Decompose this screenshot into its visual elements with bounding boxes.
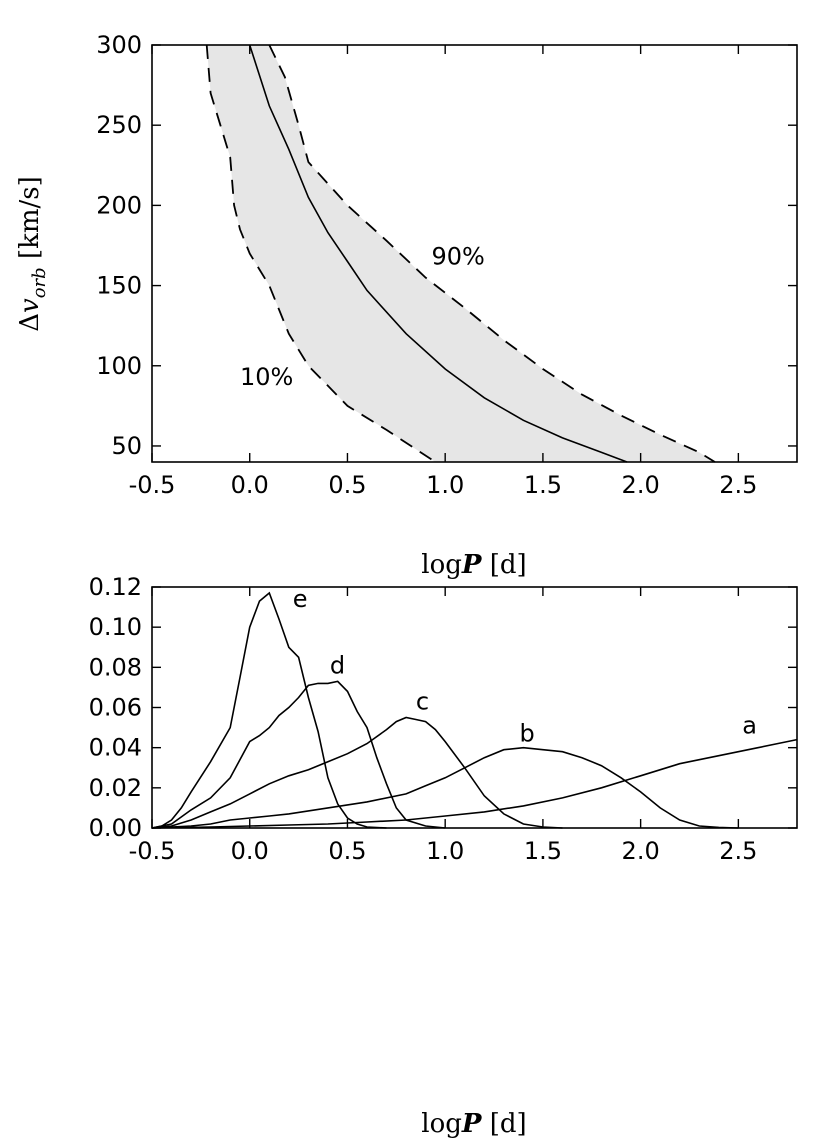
- bottom-x-tick-label: 2.5: [719, 837, 757, 865]
- bottom-y-tick-label: 0.10: [89, 613, 142, 641]
- curve-90-percent: [268, 44, 716, 463]
- bottom-x-tick-label: 0.0: [231, 837, 269, 865]
- bottom-x-axis-label: logP [d]: [421, 1109, 526, 1139]
- curve-10-percent: [205, 44, 436, 463]
- top-y-tick-label: 300: [96, 31, 142, 59]
- curve-label-e: e: [293, 585, 308, 613]
- top-y-axis-label: Δvorb [km/s]: [15, 176, 50, 332]
- bottom-y-tick-label: 0.06: [89, 694, 142, 722]
- bottom-x-tick-label: -0.5: [129, 837, 176, 865]
- percentile-band: [206, 45, 715, 462]
- top-x-tick-label: 0.5: [328, 471, 366, 499]
- top-y-tick-label: 50: [111, 432, 142, 460]
- top-x-axis-label: logP [d]: [421, 550, 526, 580]
- bottom-panel: -0.5 0.0 0.5 1.0 1.5 2.0 2.5 0.00 0.02 0.04 0.06 0.…: [89, 573, 798, 1139]
- top-y-tick-label: 100: [96, 352, 142, 380]
- bottom-y-tick-label: 0.02: [89, 774, 142, 802]
- top-y-tick-label: 250: [96, 111, 142, 139]
- curve-label-c: c: [416, 688, 429, 716]
- bottom-axes-frame: [151, 586, 798, 829]
- curve-b: [151, 746, 739, 829]
- curve-label-a: a: [742, 712, 757, 740]
- bottom-x-tick-label: 2.0: [622, 837, 660, 865]
- top-x-tick-label: -0.5: [129, 471, 176, 499]
- curve-e: [151, 591, 387, 829]
- top-y-tick-label: 150: [96, 272, 142, 300]
- bottom-y-tick-label: 0.12: [89, 573, 142, 601]
- top-x-tick-label: 0.0: [231, 471, 269, 499]
- bottom-x-tick-label: 1.0: [426, 837, 464, 865]
- top-x-tick-label: 2.0: [622, 471, 660, 499]
- curve-median: [248, 44, 628, 463]
- curve-a: [151, 738, 798, 829]
- top-x-tick-label: 1.5: [524, 471, 562, 499]
- top-x-tick-label: 2.5: [719, 471, 757, 499]
- curve-label-d: d: [330, 651, 345, 679]
- top-axes-frame: [151, 44, 798, 463]
- bottom-y-tick-label: 0.08: [89, 653, 142, 681]
- bottom-y-tick-label: 0.04: [89, 734, 142, 762]
- annotation-90-percent: 90%: [432, 243, 485, 271]
- bottom-y-tick-label: 0.00: [89, 814, 142, 842]
- curve-label-b: b: [519, 720, 534, 748]
- bottom-x-tick-label: 0.5: [328, 837, 366, 865]
- top-x-tick-label: 1.0: [426, 471, 464, 499]
- top-y-tick-label: 200: [96, 191, 142, 219]
- annotation-10-percent: 10%: [240, 363, 293, 391]
- top-panel: -0.5 0.0 0.5 1.0 1.5 2.0 2.550100150200250300 …: [15, 31, 798, 580]
- curve-c: [151, 716, 563, 829]
- curve-d: [151, 680, 446, 829]
- bottom-x-tick-label: 1.5: [524, 837, 562, 865]
